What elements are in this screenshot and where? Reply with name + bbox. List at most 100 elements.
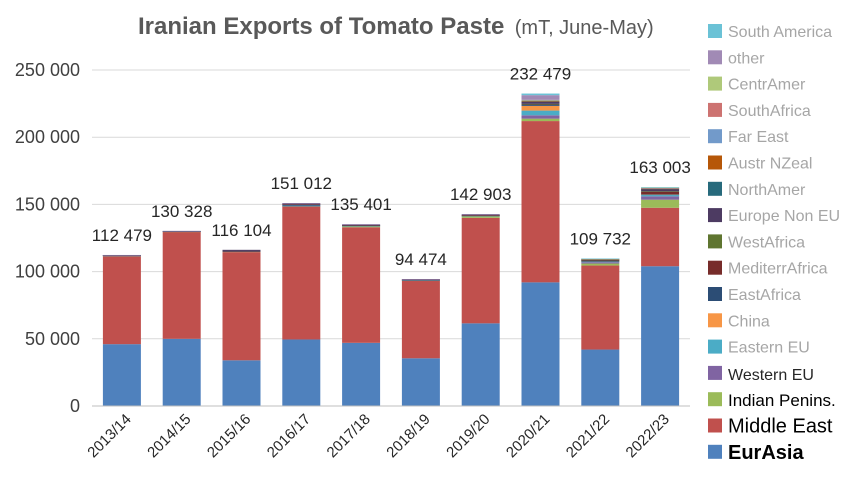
bar-segment bbox=[641, 266, 680, 406]
legend-swatch bbox=[708, 444, 722, 459]
legend-label: Middle East bbox=[728, 416, 833, 438]
legend-item: Indian Penins. bbox=[708, 391, 836, 410]
bar-segment bbox=[401, 279, 440, 280]
x-tick-label: 2017/18 bbox=[324, 411, 374, 461]
legend-swatch bbox=[708, 418, 722, 433]
legend-swatch bbox=[708, 76, 722, 91]
bar-segment bbox=[521, 103, 560, 105]
bar-segment bbox=[581, 263, 620, 266]
bar-segment bbox=[342, 224, 381, 226]
bar-segment bbox=[282, 206, 321, 340]
legend-label: South America bbox=[728, 24, 832, 41]
x-axis: 2013/14 2014/15 2015/16 2016/17 2017/18 2018/… bbox=[84, 405, 690, 461]
bar-segment bbox=[581, 260, 620, 262]
bar-segment bbox=[401, 281, 440, 359]
bar-segment bbox=[162, 230, 201, 232]
x-tick-label: 2016/17 bbox=[264, 411, 314, 461]
legend-item: Western EU bbox=[708, 365, 814, 384]
bars bbox=[102, 93, 680, 406]
bar-segment bbox=[401, 358, 440, 406]
bar-segment bbox=[581, 260, 620, 261]
legend-label: Austr NZeal bbox=[728, 156, 812, 173]
legend-label: China bbox=[728, 313, 770, 330]
legend-item: South America bbox=[708, 24, 832, 41]
bar-segment bbox=[641, 191, 680, 192]
bar-segment bbox=[461, 217, 500, 324]
bar-segment bbox=[222, 250, 261, 252]
bar-segment bbox=[521, 118, 560, 122]
x-tick-label: 2015/16 bbox=[204, 411, 254, 461]
legend-label: WestAfrica bbox=[728, 234, 805, 251]
bar-segment bbox=[581, 261, 620, 263]
chart-title-main: Iranian Exports of Tomato Paste bbox=[138, 13, 504, 40]
bar-segment bbox=[581, 262, 620, 264]
bar-segment bbox=[521, 95, 560, 100]
legend-item: WestAfrica bbox=[708, 234, 805, 251]
bar-segment bbox=[102, 254, 141, 256]
bar-segment bbox=[521, 282, 560, 406]
x-tick-label: 2013/14 bbox=[84, 411, 134, 461]
legend-item: China bbox=[708, 313, 770, 330]
chart-title-sub: (mT, June-May) bbox=[515, 17, 654, 39]
bar-segment bbox=[641, 191, 680, 195]
bar-segment bbox=[521, 101, 560, 104]
legend-label: Indian Penins. bbox=[728, 391, 836, 410]
y-tick-label: 100 000 bbox=[15, 262, 80, 282]
legend-label: Europe Non EU bbox=[728, 208, 840, 225]
legend-swatch bbox=[708, 339, 722, 354]
legend-item: SouthAfrica bbox=[708, 102, 811, 120]
bar-segment bbox=[521, 105, 560, 111]
x-tick-label: 2020/21 bbox=[503, 411, 553, 461]
bar-segment bbox=[342, 225, 381, 226]
bar-segment bbox=[282, 339, 321, 406]
bar-segment bbox=[641, 187, 680, 188]
bar-segment bbox=[581, 265, 620, 350]
bar-segment bbox=[641, 196, 680, 200]
bar-stack bbox=[282, 203, 321, 406]
legend-label: NorthAmer bbox=[728, 182, 806, 199]
bar-segment bbox=[521, 121, 560, 283]
legend-label: Far East bbox=[728, 129, 789, 146]
legend-label: MediterrAfrica bbox=[728, 261, 828, 278]
bar-segment bbox=[102, 344, 141, 406]
legend-swatch bbox=[708, 24, 722, 38]
total-label: 163 003 bbox=[629, 158, 690, 177]
legend-item: other bbox=[708, 50, 765, 67]
legend-swatch bbox=[708, 155, 722, 170]
bar-segment bbox=[282, 204, 321, 205]
total-label: 109 732 bbox=[570, 230, 631, 249]
bar-segment bbox=[222, 249, 261, 251]
bar-segment bbox=[581, 349, 620, 406]
y-tick-label: 150 000 bbox=[15, 194, 80, 214]
bar-stack bbox=[581, 258, 620, 406]
bar-segment bbox=[461, 215, 500, 216]
legend-swatch bbox=[708, 365, 722, 380]
legend-item: EastAfrica bbox=[708, 287, 801, 304]
legend-swatch bbox=[708, 102, 722, 117]
bar-segment bbox=[342, 224, 381, 225]
legend-swatch bbox=[708, 234, 722, 249]
y-axis: 0 50 000 100 000 150 000 200 000 250 000 bbox=[15, 60, 80, 416]
legend-label: other bbox=[728, 50, 765, 67]
bar-segment bbox=[521, 104, 560, 106]
total-label: 112 479 bbox=[92, 226, 152, 245]
legend-item: Middle East bbox=[708, 416, 833, 438]
y-tick-label: 250 000 bbox=[15, 60, 80, 80]
bar-segment bbox=[282, 203, 321, 205]
legend-label: Eastern EU bbox=[728, 340, 810, 357]
legend-label: EurAsia bbox=[728, 442, 804, 464]
y-tick-label: 0 bbox=[70, 396, 80, 416]
bar-segment bbox=[162, 231, 201, 339]
total-label: 130 328 bbox=[151, 202, 212, 221]
bar-stack bbox=[102, 254, 141, 406]
bar-stack bbox=[641, 187, 680, 406]
legend-swatch bbox=[708, 181, 722, 196]
bar-segment bbox=[461, 215, 500, 218]
bar-segment bbox=[641, 188, 680, 190]
bar-segment bbox=[641, 207, 680, 267]
bar-stack bbox=[401, 279, 440, 406]
total-label: 94 474 bbox=[395, 250, 447, 269]
legend-item: Far East bbox=[708, 129, 789, 146]
legend-swatch bbox=[708, 50, 722, 65]
bar-stack bbox=[222, 249, 261, 406]
